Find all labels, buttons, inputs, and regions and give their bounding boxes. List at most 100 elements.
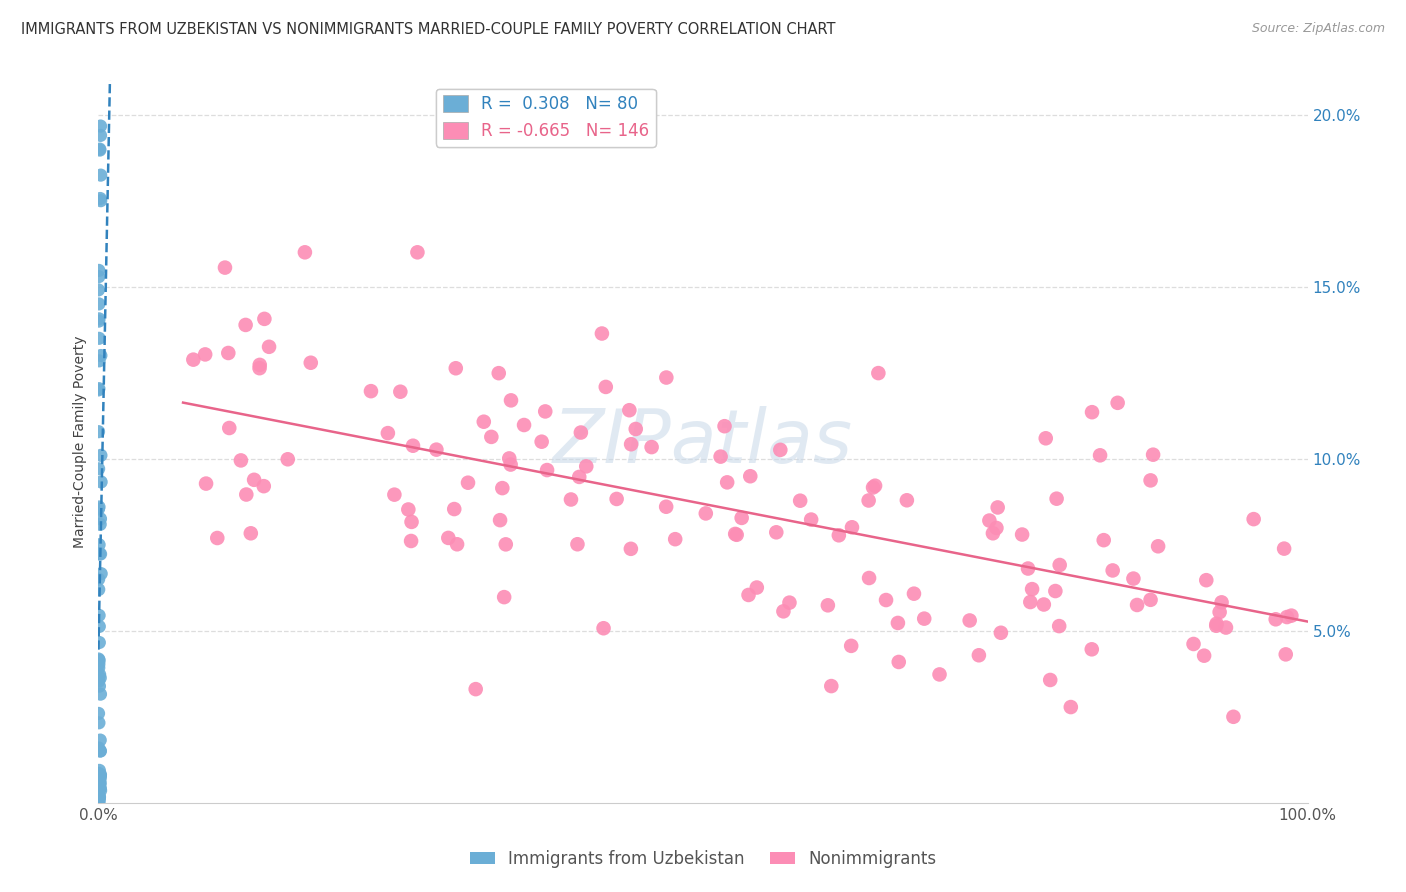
Point	[89, 619, 111, 633]
Point	[87, 657, 110, 671]
Point	[695, 507, 717, 521]
Point	[800, 512, 823, 526]
Point	[87, 331, 110, 345]
Point	[87, 794, 110, 808]
Legend: R =  0.308   N= 80, R = -0.665   N= 146: R = 0.308 N= 80, R = -0.665 N= 146	[436, 88, 655, 146]
Point	[87, 795, 110, 809]
Point	[534, 404, 557, 418]
Point	[1019, 595, 1042, 609]
Point	[87, 771, 110, 785]
Point	[1264, 612, 1286, 626]
Point	[606, 491, 628, 506]
Point	[446, 537, 468, 551]
Point	[89, 789, 111, 804]
Point	[457, 475, 479, 490]
Point	[87, 652, 110, 666]
Point	[239, 526, 262, 541]
Point	[1279, 608, 1302, 623]
Point	[789, 493, 811, 508]
Point	[87, 715, 110, 730]
Point	[1272, 541, 1295, 556]
Point	[89, 635, 111, 649]
Point	[575, 459, 598, 474]
Point	[89, 744, 111, 758]
Point	[1205, 619, 1227, 633]
Point	[868, 366, 890, 380]
Point	[87, 773, 110, 788]
Point	[489, 513, 512, 527]
Point	[769, 442, 792, 457]
Point	[90, 448, 112, 462]
Point	[1049, 558, 1071, 572]
Point	[87, 382, 110, 396]
Point	[928, 667, 950, 681]
Point	[737, 588, 759, 602]
Point	[1211, 595, 1233, 609]
Point	[87, 796, 110, 810]
Point	[495, 537, 517, 551]
Point	[1208, 605, 1230, 619]
Point	[903, 587, 925, 601]
Point	[967, 648, 990, 663]
Point	[592, 621, 614, 635]
Point	[87, 788, 110, 802]
Point	[1021, 582, 1043, 596]
Point	[664, 532, 686, 546]
Point	[87, 582, 110, 597]
Point	[1122, 572, 1144, 586]
Point	[820, 679, 842, 693]
Point	[443, 502, 465, 516]
Point	[89, 780, 111, 794]
Point	[863, 479, 886, 493]
Point	[87, 269, 110, 284]
Point	[90, 547, 112, 561]
Point	[294, 245, 316, 260]
Point	[1126, 598, 1149, 612]
Point	[725, 528, 748, 542]
Point	[89, 771, 111, 785]
Point	[87, 770, 110, 784]
Text: Source: ZipAtlas.com: Source: ZipAtlas.com	[1251, 22, 1385, 36]
Point	[1182, 637, 1205, 651]
Point	[1142, 448, 1164, 462]
Point	[229, 453, 252, 467]
Point	[360, 384, 382, 399]
Point	[1215, 621, 1237, 635]
Point	[887, 615, 910, 630]
Point	[959, 614, 981, 628]
Point	[87, 791, 110, 805]
Point	[1011, 527, 1033, 541]
Point	[513, 417, 536, 432]
Legend: Immigrants from Uzbekistan, Nonimmigrants: Immigrants from Uzbekistan, Nonimmigrant…	[463, 844, 943, 875]
Point	[89, 687, 111, 701]
Point	[640, 440, 662, 454]
Point	[619, 403, 641, 417]
Point	[396, 502, 419, 516]
Point	[87, 383, 110, 397]
Point	[713, 419, 735, 434]
Point	[1147, 539, 1170, 553]
Point	[384, 488, 406, 502]
Point	[1032, 598, 1054, 612]
Point	[399, 533, 422, 548]
Point	[90, 168, 112, 182]
Point	[249, 361, 271, 376]
Point	[90, 566, 112, 581]
Point	[89, 781, 111, 796]
Point	[990, 625, 1012, 640]
Point	[1088, 448, 1111, 462]
Point	[87, 297, 110, 311]
Point	[87, 768, 110, 782]
Point	[595, 380, 617, 394]
Point	[90, 349, 112, 363]
Point	[464, 682, 486, 697]
Point	[1045, 491, 1067, 506]
Point	[277, 452, 299, 467]
Point	[89, 143, 111, 157]
Point	[89, 764, 111, 778]
Point	[730, 511, 752, 525]
Point	[401, 515, 423, 529]
Text: ZIPatlas: ZIPatlas	[553, 406, 853, 477]
Point	[498, 451, 520, 466]
Point	[1139, 592, 1161, 607]
